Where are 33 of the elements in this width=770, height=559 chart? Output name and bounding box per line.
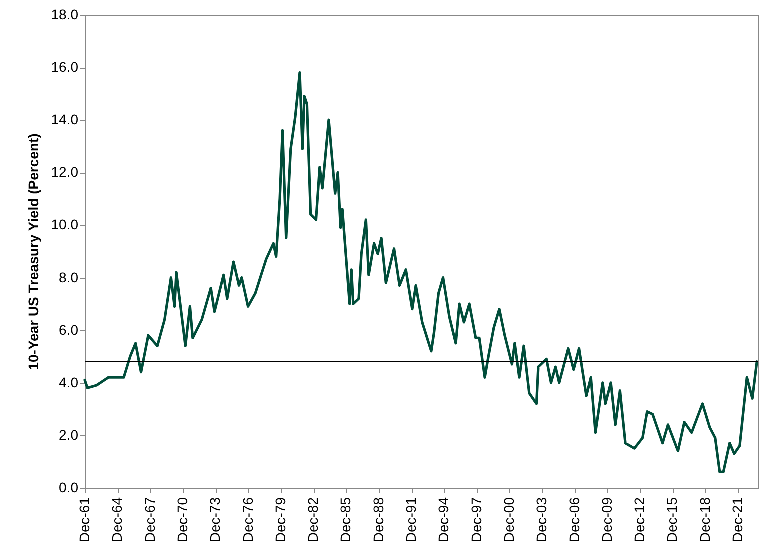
- x-tick-label: Dec-73: [207, 497, 224, 543]
- x-tick-label: Dec-09: [598, 497, 615, 543]
- x-tick-label: Dec-15: [664, 497, 680, 543]
- x-tick-label: Dec-03: [534, 497, 550, 543]
- x-tick-label: Dec-88: [370, 497, 386, 543]
- x-tick-label: Dec-91: [403, 497, 420, 543]
- x-tick-label: Dec-12: [632, 497, 648, 543]
- x-tick-label: Dec-64: [109, 497, 126, 543]
- y-axis-title: 10-Year US Treasury Yield (Percent): [25, 134, 42, 370]
- x-tick-label: Dec-70: [174, 497, 190, 543]
- x-tick-label: Dec-21: [730, 497, 746, 543]
- x-tick-label: Dec-61: [76, 497, 92, 543]
- y-tick-label: 2.0: [59, 426, 79, 443]
- y-tick-label: 0.0: [59, 480, 79, 496]
- y-tick-label: 6.0: [59, 322, 79, 338]
- x-tick-label: Dec-18: [696, 497, 713, 543]
- y-tick-label: 4.0: [59, 374, 79, 390]
- y-tick-label: 12.0: [51, 164, 79, 180]
- x-tick-label: Dec-85: [338, 497, 354, 543]
- x-tick-label: Dec-82: [305, 497, 322, 543]
- x-tick-label: Dec-06: [566, 497, 582, 543]
- x-tick-label: Dec-67: [142, 497, 158, 543]
- x-tick-label: Dec-94: [436, 497, 452, 543]
- y-tick-label: 8.0: [59, 269, 79, 286]
- y-tick-label: 14.0: [51, 112, 79, 128]
- x-tick-label: Dec-79: [272, 497, 288, 543]
- line-series: [84, 72, 758, 474]
- x-tick-label: Dec-97: [468, 497, 484, 543]
- x-tick-label: Dec-76: [240, 497, 256, 543]
- y-tick-label: 10.0: [51, 216, 79, 233]
- y-tick-label: 18.0: [51, 6, 79, 22]
- x-tick-label: Dec-00: [501, 497, 517, 543]
- y-tick-label: 16.0: [51, 59, 79, 76]
